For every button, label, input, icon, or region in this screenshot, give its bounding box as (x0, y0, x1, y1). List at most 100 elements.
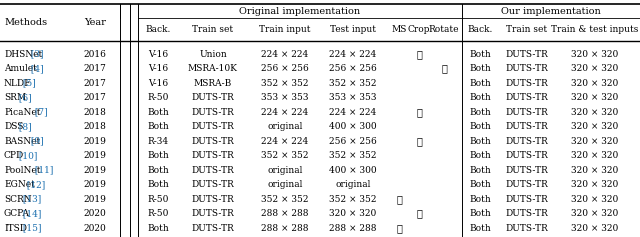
Text: R-50: R-50 (147, 195, 169, 204)
Text: Both: Both (469, 122, 491, 131)
Text: 256 × 256: 256 × 256 (329, 137, 377, 146)
Text: [5]: [5] (20, 79, 36, 88)
Text: DUTS-TR: DUTS-TR (506, 122, 548, 131)
Text: 288 × 288: 288 × 288 (261, 209, 308, 218)
Text: 2019: 2019 (84, 151, 106, 160)
Text: ✓: ✓ (416, 108, 422, 117)
Text: DUTS-TR: DUTS-TR (191, 93, 234, 102)
Text: 320 × 320: 320 × 320 (572, 108, 619, 117)
Text: 352 × 352: 352 × 352 (261, 151, 308, 160)
Text: Both: Both (147, 180, 169, 189)
Text: [11]: [11] (32, 166, 53, 175)
Text: SCRN: SCRN (4, 195, 31, 204)
Text: DUTS-TR: DUTS-TR (506, 166, 548, 175)
Text: PicaNet: PicaNet (4, 108, 40, 117)
Text: 353 × 353: 353 × 353 (261, 93, 308, 102)
Text: Both: Both (147, 122, 169, 131)
Text: MS: MS (391, 25, 406, 34)
Text: Train set: Train set (193, 25, 234, 34)
Text: 320 × 320: 320 × 320 (572, 137, 619, 146)
Text: Union: Union (199, 50, 227, 59)
Text: EGNet: EGNet (4, 180, 35, 189)
Text: Back.: Back. (145, 25, 171, 34)
Text: DUTS-TR: DUTS-TR (191, 180, 234, 189)
Text: DHSNet: DHSNet (4, 50, 42, 59)
Text: R-50: R-50 (147, 209, 169, 218)
Text: ✓: ✓ (396, 224, 402, 233)
Text: Our implementation: Our implementation (501, 7, 601, 16)
Text: DUTS-TR: DUTS-TR (506, 108, 548, 117)
Text: 320 × 320: 320 × 320 (572, 195, 619, 204)
Text: Both: Both (469, 64, 491, 73)
Text: 400 × 300: 400 × 300 (329, 122, 377, 131)
Text: ✓: ✓ (416, 50, 422, 59)
Text: DUTS-TR: DUTS-TR (506, 195, 548, 204)
Text: Original implementation: Original implementation (239, 7, 360, 16)
Text: 320 × 320: 320 × 320 (572, 50, 619, 59)
Text: 352 × 352: 352 × 352 (261, 79, 308, 88)
Text: original: original (268, 122, 303, 131)
Text: 353 × 353: 353 × 353 (329, 93, 377, 102)
Text: DUTS-TR: DUTS-TR (191, 209, 234, 218)
Text: DUTS-TR: DUTS-TR (506, 209, 548, 218)
Text: 2020: 2020 (84, 224, 106, 233)
Text: DUTS-TR: DUTS-TR (506, 180, 548, 189)
Text: MSRA-B: MSRA-B (194, 79, 232, 88)
Text: 320 × 320: 320 × 320 (572, 224, 619, 233)
Text: 224 × 224: 224 × 224 (330, 108, 376, 117)
Text: ✓: ✓ (416, 209, 422, 218)
Text: Train & test inputs: Train & test inputs (551, 25, 639, 34)
Text: BASNet: BASNet (4, 137, 40, 146)
Text: 224 × 224: 224 × 224 (330, 50, 376, 59)
Text: DUTS-TR: DUTS-TR (506, 64, 548, 73)
Text: Year: Year (84, 18, 106, 27)
Text: 352 × 352: 352 × 352 (261, 195, 308, 204)
Text: DUTS-TR: DUTS-TR (191, 108, 234, 117)
Text: 320 × 320: 320 × 320 (572, 64, 619, 73)
Text: [9]: [9] (28, 137, 44, 146)
Text: 400 × 300: 400 × 300 (329, 166, 377, 175)
Text: GCPA: GCPA (4, 209, 30, 218)
Text: original: original (335, 180, 371, 189)
Text: 320 × 320: 320 × 320 (572, 93, 619, 102)
Text: 352 × 352: 352 × 352 (329, 79, 377, 88)
Text: Back.: Back. (467, 25, 493, 34)
Text: DSS: DSS (4, 122, 24, 131)
Text: DUTS-TR: DUTS-TR (506, 137, 548, 146)
Text: DUTS-TR: DUTS-TR (506, 151, 548, 160)
Text: R-50: R-50 (147, 93, 169, 102)
Text: 320 × 320: 320 × 320 (572, 166, 619, 175)
Text: 2019: 2019 (84, 166, 106, 175)
Text: 2018: 2018 (84, 122, 106, 131)
Text: ✓: ✓ (441, 64, 447, 73)
Text: Train input: Train input (259, 25, 311, 34)
Text: Both: Both (147, 151, 169, 160)
Text: DUTS-TR: DUTS-TR (191, 195, 234, 204)
Text: Both: Both (469, 195, 491, 204)
Text: 320 × 320: 320 × 320 (572, 209, 619, 218)
Text: original: original (268, 166, 303, 175)
Text: 2017: 2017 (84, 93, 106, 102)
Text: Both: Both (469, 180, 491, 189)
Text: [8]: [8] (16, 122, 31, 131)
Text: Methods: Methods (4, 18, 47, 27)
Text: 2018: 2018 (84, 108, 106, 117)
Text: [10]: [10] (16, 151, 37, 160)
Text: 320 × 320: 320 × 320 (572, 151, 619, 160)
Text: Both: Both (147, 224, 169, 233)
Text: [6]: [6] (16, 93, 31, 102)
Text: 224 × 224: 224 × 224 (261, 108, 308, 117)
Text: Both: Both (469, 50, 491, 59)
Text: V-16: V-16 (148, 64, 168, 73)
Text: V-16: V-16 (148, 79, 168, 88)
Text: 2019: 2019 (84, 195, 106, 204)
Text: Both: Both (147, 166, 169, 175)
Text: 320 × 320: 320 × 320 (572, 122, 619, 131)
Text: 2017: 2017 (84, 79, 106, 88)
Text: SRM: SRM (4, 93, 26, 102)
Text: 352 × 352: 352 × 352 (329, 151, 377, 160)
Text: R-34: R-34 (147, 137, 168, 146)
Text: 2017: 2017 (84, 64, 106, 73)
Text: Both: Both (469, 166, 491, 175)
Text: [3]: [3] (28, 50, 44, 59)
